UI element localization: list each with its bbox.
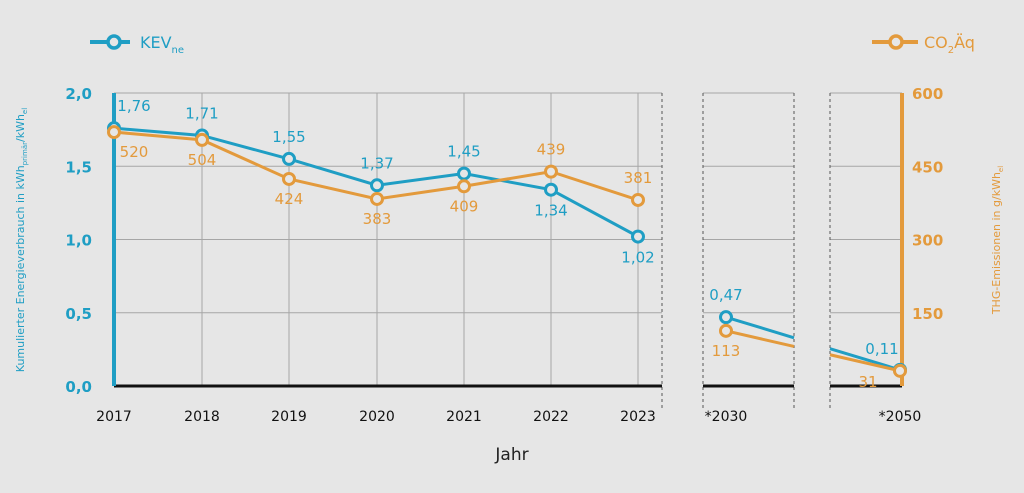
kev-data-label: 1,55	[272, 128, 305, 146]
co2-point	[107, 125, 121, 140]
kev-point	[544, 182, 558, 197]
co2-point	[893, 363, 907, 378]
x-axis-title: Jahr	[494, 445, 528, 465]
x-tick-label: 2023	[620, 409, 656, 425]
co2-data-label: 383	[363, 210, 392, 228]
kev-data-label: 1,34	[534, 202, 567, 220]
co2-data-label: 113	[712, 342, 741, 360]
x-tick-label: 2019	[271, 409, 307, 425]
co2-point	[719, 323, 733, 338]
grid	[114, 92, 902, 410]
axes: 0,0 0,5 1,0 1,5 2,0 150 300 450 600 2017 2018 2019 2…	[65, 85, 943, 425]
legend-co2-main: CO	[924, 33, 948, 52]
co2-data-label: 439	[537, 141, 566, 159]
left-tick-label: 2,0	[65, 85, 92, 103]
co2-line-2030	[725, 329, 795, 348]
right-tick-label: 300	[912, 232, 943, 250]
legend-co2-label: CO2Äq	[924, 33, 975, 56]
co2-point	[282, 171, 296, 186]
kev-point	[719, 310, 733, 325]
right-axis-title-main: THG-Emissionen in g/kWh	[990, 172, 1003, 315]
kev-data-label: 1,45	[447, 143, 480, 161]
co2-point	[544, 164, 558, 179]
x-tick-label: *2050	[879, 409, 922, 425]
co2-data-label: 424	[275, 190, 304, 208]
left-tick-label: 1,0	[65, 232, 92, 250]
kev-data-label: 1,76	[117, 97, 150, 115]
right-tick-label: 600	[912, 85, 943, 103]
legend-kev: KEVne	[90, 33, 184, 56]
left-tick-label: 0,0	[65, 378, 92, 396]
x-tick-label: 2018	[184, 409, 220, 425]
x-tick-label: 2021	[446, 409, 482, 425]
right-tick-label: 450	[912, 158, 943, 176]
legend-co2: CO2Äq	[872, 33, 975, 56]
left-tick-label: 0,5	[65, 305, 92, 323]
kev-line-2030	[725, 315, 795, 340]
right-tick-label: 150	[912, 305, 943, 323]
right-axis-title: THG-Emissionen in g/kWhel	[990, 166, 1005, 315]
left-tick-label: 1,5	[65, 158, 92, 176]
legend-co2-marker	[888, 34, 904, 50]
left-axis-title: Kumulierter Energieverbrauch in kWhprimä…	[14, 108, 29, 372]
left-axis-title-sub1: primär	[21, 142, 29, 165]
left-axis-title-main: Kumulierter Energieverbrauch in kWh	[14, 165, 27, 372]
kev-data-label: 1,71	[185, 104, 218, 122]
co2-point	[457, 179, 471, 194]
legend-co2-tail: Äq	[954, 33, 975, 52]
kev-data-label: 1,02	[621, 249, 654, 267]
kev-point	[370, 178, 384, 193]
x-tick-label: 2017	[96, 409, 132, 425]
legend-kev-sub: ne	[172, 45, 185, 56]
kev-point	[631, 229, 645, 244]
labels-layer: 1,76 1,71 1,55 1,37 1,45 1,34 1,02 0,47 0,11 520 5…	[117, 97, 898, 391]
legend-co2-sub: 2	[948, 45, 954, 56]
co2-data-label: 504	[188, 151, 217, 169]
x-tick-label: *2030	[705, 409, 748, 425]
left-axis-title-sub2: el	[21, 108, 29, 114]
x-tick-label: 2022	[533, 409, 569, 425]
co2-point	[631, 192, 645, 207]
legend-kev-main: KEV	[140, 33, 172, 52]
right-axis-title-sub: el	[997, 166, 1005, 172]
co2-data-label: 31	[858, 373, 877, 391]
kev-data-label: 1,37	[360, 154, 393, 172]
co2-point	[195, 132, 209, 147]
series-layer	[107, 121, 907, 378]
co2-line-2050	[829, 353, 901, 373]
co2-data-label: 409	[450, 197, 479, 215]
co2-data-label: 520	[120, 143, 149, 161]
kev-line-2050	[829, 347, 901, 372]
kev-point	[457, 166, 471, 181]
kev-data-label: 0,47	[709, 286, 742, 304]
co2-data-label: 381	[624, 169, 653, 187]
x-tick-label: 2020	[359, 409, 395, 425]
left-axis-title-mid: /kWh	[14, 114, 27, 142]
legend-kev-marker	[106, 34, 122, 50]
kev-point	[282, 151, 296, 166]
kev-data-label: 0,11	[865, 340, 898, 358]
co2-point	[370, 191, 384, 206]
legend-kev-label: KEVne	[140, 33, 184, 56]
